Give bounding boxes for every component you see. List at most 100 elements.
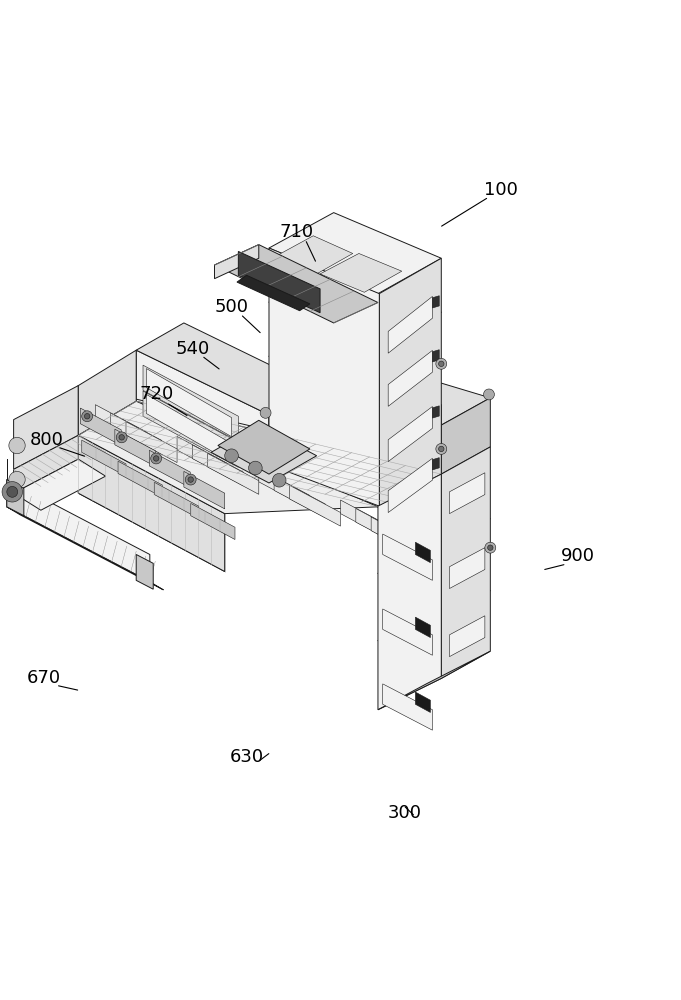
Polygon shape bbox=[110, 413, 161, 454]
Polygon shape bbox=[354, 368, 441, 426]
Polygon shape bbox=[388, 407, 432, 462]
Polygon shape bbox=[215, 245, 259, 279]
Circle shape bbox=[485, 542, 496, 553]
Polygon shape bbox=[388, 296, 432, 353]
Polygon shape bbox=[415, 542, 430, 563]
Polygon shape bbox=[340, 500, 392, 541]
Polygon shape bbox=[78, 350, 136, 435]
Circle shape bbox=[436, 443, 447, 454]
Circle shape bbox=[488, 545, 493, 550]
Polygon shape bbox=[289, 485, 340, 526]
Text: 630: 630 bbox=[229, 748, 264, 766]
Circle shape bbox=[151, 453, 161, 464]
Polygon shape bbox=[383, 684, 432, 730]
Polygon shape bbox=[432, 350, 439, 362]
Polygon shape bbox=[383, 609, 432, 655]
Polygon shape bbox=[449, 548, 485, 589]
Text: 500: 500 bbox=[215, 298, 249, 316]
Circle shape bbox=[153, 456, 159, 461]
Polygon shape bbox=[215, 245, 378, 323]
Polygon shape bbox=[146, 394, 232, 463]
Polygon shape bbox=[211, 425, 317, 483]
Polygon shape bbox=[136, 350, 269, 465]
Polygon shape bbox=[126, 422, 177, 463]
Polygon shape bbox=[432, 296, 439, 308]
Polygon shape bbox=[449, 616, 485, 657]
Circle shape bbox=[260, 407, 271, 418]
Polygon shape bbox=[82, 440, 126, 476]
Circle shape bbox=[439, 361, 444, 367]
Polygon shape bbox=[14, 386, 78, 469]
Polygon shape bbox=[269, 388, 317, 465]
Polygon shape bbox=[317, 388, 441, 474]
Polygon shape bbox=[383, 534, 432, 580]
Polygon shape bbox=[95, 405, 146, 446]
Circle shape bbox=[9, 437, 25, 454]
Circle shape bbox=[188, 477, 193, 482]
Circle shape bbox=[119, 435, 125, 440]
Polygon shape bbox=[7, 507, 163, 590]
Polygon shape bbox=[78, 401, 378, 514]
Polygon shape bbox=[78, 435, 225, 572]
Polygon shape bbox=[320, 253, 402, 292]
Polygon shape bbox=[259, 468, 310, 509]
Polygon shape bbox=[432, 458, 439, 470]
Text: 720: 720 bbox=[140, 385, 174, 403]
Text: 900: 900 bbox=[560, 547, 595, 565]
Polygon shape bbox=[323, 425, 422, 500]
Circle shape bbox=[7, 486, 18, 497]
Circle shape bbox=[436, 358, 447, 369]
Polygon shape bbox=[432, 406, 439, 418]
Circle shape bbox=[225, 449, 238, 463]
Text: 300: 300 bbox=[387, 804, 422, 822]
Polygon shape bbox=[441, 398, 490, 474]
Circle shape bbox=[84, 414, 90, 419]
Polygon shape bbox=[146, 369, 232, 437]
Polygon shape bbox=[7, 480, 150, 582]
Text: 540: 540 bbox=[176, 340, 210, 358]
Polygon shape bbox=[388, 458, 432, 513]
Polygon shape bbox=[184, 471, 225, 509]
Polygon shape bbox=[441, 447, 490, 678]
Polygon shape bbox=[143, 391, 238, 467]
Polygon shape bbox=[193, 445, 244, 486]
Text: 710: 710 bbox=[279, 223, 313, 241]
Circle shape bbox=[484, 389, 494, 400]
Polygon shape bbox=[415, 692, 430, 712]
Polygon shape bbox=[80, 408, 121, 446]
Polygon shape bbox=[415, 617, 430, 638]
Circle shape bbox=[439, 446, 444, 452]
Circle shape bbox=[116, 432, 127, 443]
Polygon shape bbox=[14, 435, 78, 493]
Polygon shape bbox=[143, 365, 238, 441]
Polygon shape bbox=[14, 459, 106, 510]
Polygon shape bbox=[269, 213, 441, 294]
Polygon shape bbox=[378, 651, 490, 710]
Circle shape bbox=[9, 471, 25, 488]
Text: 670: 670 bbox=[27, 669, 61, 687]
Polygon shape bbox=[237, 275, 310, 311]
Polygon shape bbox=[115, 429, 156, 467]
Polygon shape bbox=[355, 509, 407, 549]
Polygon shape bbox=[218, 420, 310, 474]
Text: 100: 100 bbox=[484, 181, 518, 199]
Polygon shape bbox=[177, 436, 228, 477]
Polygon shape bbox=[118, 461, 162, 497]
Polygon shape bbox=[323, 406, 422, 481]
Polygon shape bbox=[238, 251, 320, 313]
Polygon shape bbox=[317, 360, 490, 425]
Polygon shape bbox=[136, 323, 317, 415]
Polygon shape bbox=[78, 435, 225, 572]
Circle shape bbox=[185, 474, 196, 485]
Circle shape bbox=[249, 461, 262, 475]
Polygon shape bbox=[388, 350, 432, 406]
Polygon shape bbox=[208, 453, 259, 494]
Polygon shape bbox=[276, 236, 353, 274]
Circle shape bbox=[272, 473, 286, 487]
Polygon shape bbox=[449, 473, 485, 514]
Polygon shape bbox=[78, 386, 378, 507]
Polygon shape bbox=[191, 503, 235, 539]
Polygon shape bbox=[379, 258, 441, 506]
Polygon shape bbox=[78, 401, 441, 507]
Polygon shape bbox=[269, 248, 379, 506]
